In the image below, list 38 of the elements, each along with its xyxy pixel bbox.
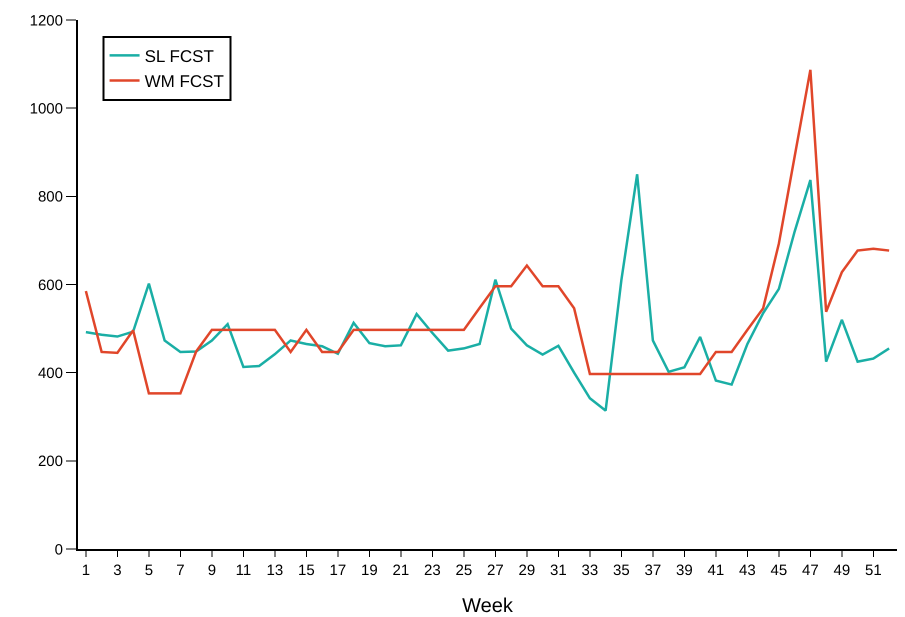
x-tick-label: 47 — [802, 562, 819, 579]
x-tick-label: 31 — [550, 562, 567, 579]
x-tick-label: 43 — [739, 562, 756, 579]
x-tick-label: 9 — [208, 562, 216, 579]
x-tick-label: 39 — [676, 562, 693, 579]
x-tick-label: 51 — [865, 562, 882, 579]
x-tick-label: 33 — [582, 562, 598, 579]
x-tick-label: 3 — [113, 562, 122, 579]
y-tick-label: 1200 — [30, 12, 63, 30]
x-tick-label: 15 — [298, 562, 315, 579]
x-tick-label: 29 — [518, 562, 536, 579]
y-tick-label: 400 — [38, 364, 63, 382]
x-tick-label: 5 — [144, 562, 154, 579]
y-tick-label: 0 — [54, 541, 63, 558]
x-tick-label: 45 — [770, 562, 788, 579]
line-series — [84, 173, 890, 412]
x-tick-label: 37 — [644, 562, 662, 579]
x-axis-title: Week — [462, 595, 514, 617]
x-tick-label: 11 — [236, 562, 252, 579]
legend-label: SL FCST — [144, 47, 214, 66]
x-tick-label: 49 — [834, 562, 850, 579]
x-tick-label: 25 — [456, 562, 472, 579]
legend-label: WM FCST — [144, 72, 224, 92]
y-tick-label: 1000 — [30, 100, 63, 118]
x-tick-label: 41 — [708, 562, 724, 579]
x-tick-label: 17 — [330, 562, 346, 579]
x-tick-label: 13 — [266, 562, 284, 579]
x-tick-label: 23 — [424, 562, 441, 579]
x-tick-label: 35 — [613, 562, 630, 579]
x-tick-label: 1 — [82, 562, 90, 579]
y-tick-label: 200 — [38, 453, 63, 470]
x-tick-label: 27 — [487, 562, 504, 579]
y-tick-label: 800 — [38, 188, 63, 206]
x-tick-label: 19 — [361, 562, 378, 579]
line-series — [84, 68, 890, 395]
x-tick-label: 21 — [392, 562, 410, 579]
x-tick-label: 7 — [176, 562, 185, 579]
y-tick-label: 600 — [38, 276, 63, 294]
